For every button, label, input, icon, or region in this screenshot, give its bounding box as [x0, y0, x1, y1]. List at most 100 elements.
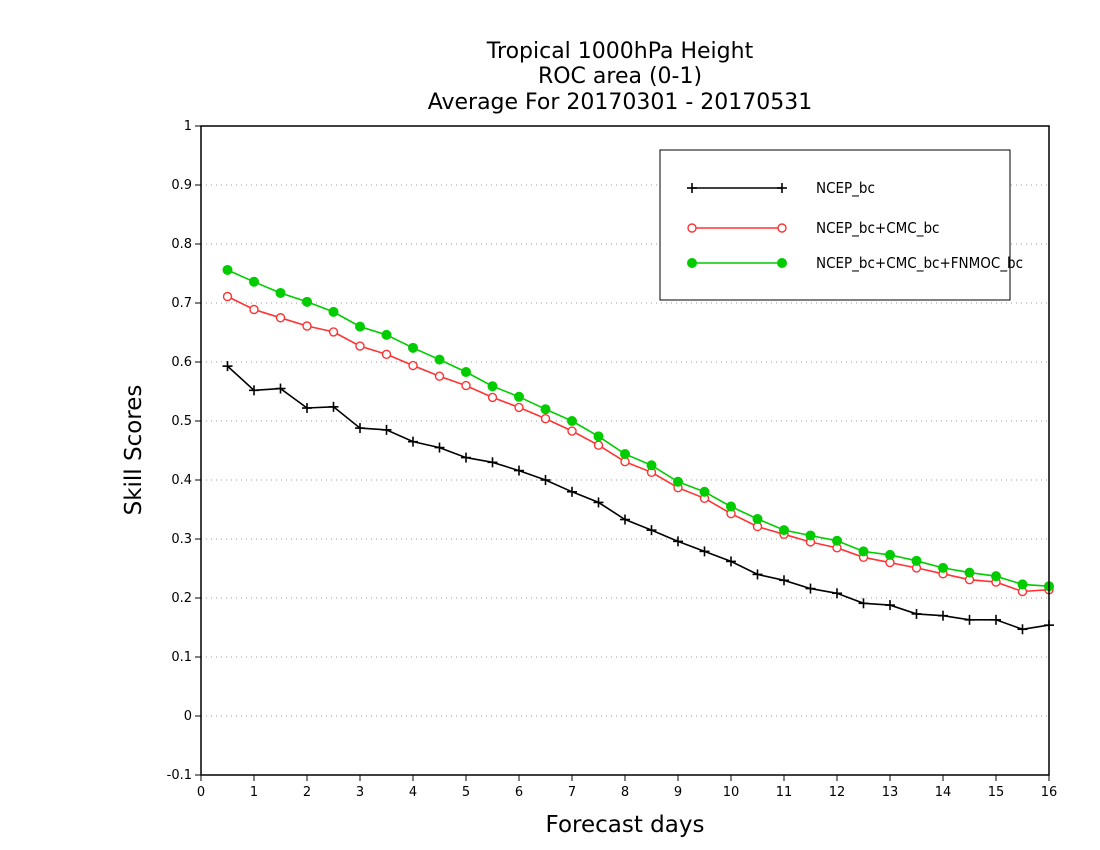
data-point — [885, 600, 895, 611]
data-point — [302, 321, 312, 331]
data-point — [646, 525, 657, 536]
data-point — [726, 556, 736, 567]
series-line — [227, 295, 1050, 593]
data-point — [408, 436, 418, 447]
data-point — [328, 401, 339, 412]
data-point — [752, 569, 763, 580]
data-point — [832, 588, 842, 599]
data-point — [673, 476, 683, 487]
x-tick-label: 4 — [409, 785, 417, 800]
data-point — [434, 442, 445, 453]
data-point — [461, 367, 471, 378]
data-point — [858, 546, 869, 557]
data-point — [567, 486, 577, 497]
data-point — [487, 457, 498, 468]
x-tick-label: 5 — [462, 785, 470, 800]
data-point — [805, 530, 816, 541]
y-tick-label: 0.9 — [171, 178, 192, 193]
y-axis-title: Skill Scores — [121, 385, 147, 516]
data-point — [593, 497, 604, 508]
data-point — [805, 583, 816, 594]
legend-item: NCEP_bc+CMC_bc+FNMOC_bc — [687, 254, 1023, 273]
y-tick-label: 0.3 — [171, 532, 192, 547]
data-point — [222, 361, 233, 372]
data-point — [381, 329, 392, 340]
data-point — [991, 614, 1001, 625]
data-point — [487, 381, 498, 392]
x-axis: 0 1 2 3 4 5 6 7 8 9 10 11 12 13 14 15 16 — [197, 775, 1057, 800]
y-tick-label: 0.5 — [171, 414, 192, 429]
y-tick-label: 0.4 — [171, 473, 192, 488]
plot-series — [222, 264, 1054, 635]
x-tick-label: 15 — [988, 785, 1005, 800]
data-point — [408, 360, 418, 371]
data-point — [646, 460, 657, 471]
x-tick-label: 8 — [621, 785, 629, 800]
data-point — [249, 304, 259, 315]
data-point — [222, 291, 233, 302]
y-tick-label: 0.1 — [171, 650, 192, 665]
data-point — [911, 555, 922, 566]
data-point — [832, 535, 842, 546]
data-point — [1017, 624, 1028, 635]
x-axis-title: Forecast days — [546, 812, 705, 838]
data-point — [777, 223, 787, 233]
data-point — [355, 423, 365, 434]
data-point — [434, 371, 445, 381]
x-tick-label: 10 — [723, 785, 740, 800]
data-point — [514, 465, 524, 476]
data-point — [328, 306, 339, 317]
chart-title-line-3: Average For 20170301 - 20170531 — [428, 90, 813, 115]
series-line — [226, 365, 1050, 631]
data-point — [593, 431, 604, 442]
y-tick-label: 0.7 — [171, 296, 192, 311]
data-point — [249, 276, 259, 287]
legend-items: NCEP_bc NCEP_bc+CMC_bc NCEP_bc+CMC_bc+FNMO… — [687, 179, 1023, 273]
data-point — [540, 404, 551, 415]
x-tick-label: 1 — [250, 785, 258, 800]
data-point — [964, 614, 975, 625]
y-tick-label: 0.8 — [171, 237, 192, 252]
x-tick-label: 0 — [197, 785, 205, 800]
data-point — [408, 342, 418, 353]
data-point — [249, 385, 259, 396]
data-point — [938, 610, 948, 621]
data-point — [687, 183, 697, 193]
data-point — [487, 392, 498, 403]
data-point — [885, 549, 895, 560]
data-point — [964, 567, 975, 578]
data-point — [620, 514, 630, 525]
y-tick-label: 0.2 — [171, 591, 192, 606]
data-point — [699, 546, 710, 557]
y-tick-label: -0.1 — [167, 768, 192, 783]
x-tick-label: 9 — [674, 785, 682, 800]
legend-item: NCEP_bc+CMC_bc — [687, 219, 939, 238]
data-point — [1017, 579, 1028, 590]
x-tick-label: 7 — [568, 785, 576, 800]
legend: NCEP_bc NCEP_bc+CMC_bc NCEP_bc+CMC_bc+FNMO… — [659, 149, 1023, 301]
data-point — [777, 183, 787, 193]
data-point — [355, 341, 365, 351]
x-tick-label: 2 — [303, 785, 311, 800]
legend-label: NCEP_bc+CMC_bc — [816, 219, 939, 238]
data-point — [726, 501, 736, 512]
data-point — [593, 440, 604, 450]
data-point — [620, 449, 630, 460]
data-point — [673, 536, 683, 547]
data-point — [699, 486, 710, 497]
x-tick-label: 11 — [776, 785, 793, 800]
data-point — [540, 475, 551, 485]
data-point — [752, 513, 763, 524]
x-tick-label: 14 — [935, 785, 952, 800]
data-point — [540, 413, 551, 424]
data-point — [777, 258, 787, 268]
data-point — [567, 416, 577, 426]
data-point — [779, 525, 789, 536]
data-point — [355, 321, 365, 332]
chart-title-line-2: ROC area (0-1) — [538, 64, 702, 89]
data-point — [381, 349, 392, 360]
y-tick-label: 0.6 — [171, 355, 192, 370]
plot-frame — [200, 125, 1050, 776]
data-point — [779, 575, 789, 586]
